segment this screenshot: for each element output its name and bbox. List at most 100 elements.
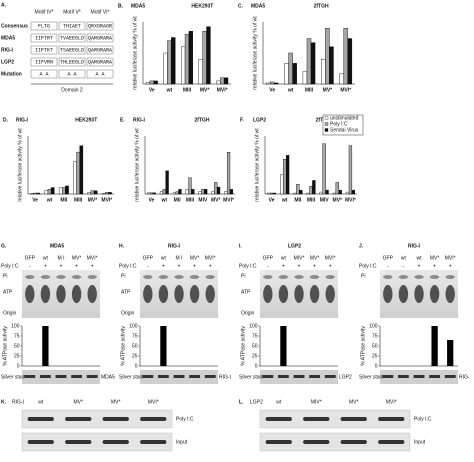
motif-cell (86, 33, 114, 43)
y-tick-label: 25 (372, 353, 378, 359)
blot-band (340, 440, 367, 444)
lane-label: MIV* (311, 399, 322, 405)
motif-header: Motif V* (63, 9, 81, 15)
bar (214, 182, 218, 195)
blot (259, 409, 411, 429)
gel-label: Pi (241, 273, 245, 279)
stain-band (157, 375, 169, 378)
chart-title: MDA5 (50, 243, 64, 249)
y-tick-label: 25 (14, 353, 20, 359)
bar (198, 59, 203, 85)
bar (288, 52, 293, 85)
stain-band (324, 375, 336, 378)
poly-ic-sign: + (162, 263, 165, 269)
bar (108, 192, 112, 195)
bar (145, 82, 151, 85)
gel-spot (71, 275, 82, 279)
poly-ic-sign: + (178, 263, 181, 269)
x-tick-label: MVI* (217, 87, 228, 93)
motif-sequence: IIFVRN (35, 59, 53, 65)
gel-spot (445, 285, 455, 303)
panel-letter: F. (240, 117, 245, 123)
gel-spot (445, 275, 455, 279)
legend-label: Sendai Virus (330, 127, 359, 133)
chart-title: MDA5 (131, 3, 145, 9)
gel-spot (189, 285, 200, 303)
bar (93, 190, 98, 195)
bar (184, 34, 190, 85)
motif-header: Motif IV* (35, 9, 54, 15)
protein-label: MDA5 (101, 374, 115, 380)
motif-cell (30, 69, 58, 79)
bar (338, 189, 342, 195)
stain-label: Silver stain (239, 374, 264, 380)
motif-sequence: TVAEEGLD (60, 35, 84, 41)
gel-label: Origin (121, 310, 135, 316)
gel-spot (71, 285, 82, 303)
bar (73, 161, 77, 195)
bar (343, 28, 349, 85)
bar (105, 192, 109, 195)
x-tick-label: MV* (200, 87, 210, 93)
panel-letter: L. (239, 399, 244, 405)
motif-cell (58, 21, 86, 31)
lane-label: MVI* (445, 255, 456, 261)
lane-label: GFP (25, 255, 36, 261)
row-label: Poly I:C (119, 263, 137, 269)
motif-cell (86, 69, 114, 79)
gel-spot (56, 275, 66, 279)
bar (321, 59, 326, 85)
legend-swatch (324, 116, 329, 120)
lane-label: wt (161, 255, 167, 261)
gel-spot (398, 275, 409, 279)
motif-cell (86, 45, 114, 55)
stain-band (86, 375, 98, 378)
lane-label: MV* (190, 255, 200, 261)
legend-label: Poly I:C (330, 121, 348, 127)
stain-band (173, 375, 185, 378)
gel-spot (143, 285, 153, 303)
blot-band (303, 417, 330, 421)
y-axis-label: % ATPase activity (240, 326, 246, 366)
bar (146, 192, 151, 195)
poly-ic-sign: - (147, 263, 149, 269)
gel-label: Pi (361, 273, 365, 279)
bar (30, 193, 34, 195)
panel-letter: E. (120, 117, 125, 123)
panel-letter: J. (359, 243, 364, 249)
row-label: MDA5 (1, 35, 15, 41)
bar (211, 191, 215, 195)
poly-ic-sign: + (282, 263, 285, 269)
x-tick-label: MIII (307, 197, 316, 203)
bar (58, 187, 63, 195)
x-tick-label: MV* (211, 197, 221, 203)
bar (198, 191, 202, 195)
x-tick-label: MII (60, 197, 68, 203)
stain-band (382, 375, 394, 378)
gel-spot (87, 275, 97, 279)
blot-band (140, 440, 167, 444)
bar (204, 189, 208, 195)
stain-band (71, 375, 83, 378)
gel-spot (429, 275, 440, 279)
lane-label: wt (276, 399, 282, 405)
lane-label: MV* (430, 255, 440, 261)
x-tick-label: wt (166, 87, 173, 93)
lane-label: wt (281, 255, 287, 261)
gel-spot (398, 285, 409, 303)
y-tick-label: 100 (369, 323, 378, 329)
lane-label: wt (417, 255, 423, 261)
bar (274, 82, 279, 85)
bar (325, 189, 329, 195)
x-tick-label: MVI* (101, 197, 112, 203)
bar (223, 77, 229, 85)
lane-label: GFP (143, 255, 154, 261)
lane-label: MV* (310, 255, 320, 261)
bar (172, 192, 176, 195)
poly-ic-sign: - (387, 263, 389, 269)
stain-band (444, 375, 456, 378)
y-tick-label: 25 (132, 353, 138, 359)
y-tick-label: 0 (255, 363, 258, 369)
y-axis-label: % ATPase activity (360, 326, 366, 366)
x-tick-label: MVI* (345, 197, 356, 203)
